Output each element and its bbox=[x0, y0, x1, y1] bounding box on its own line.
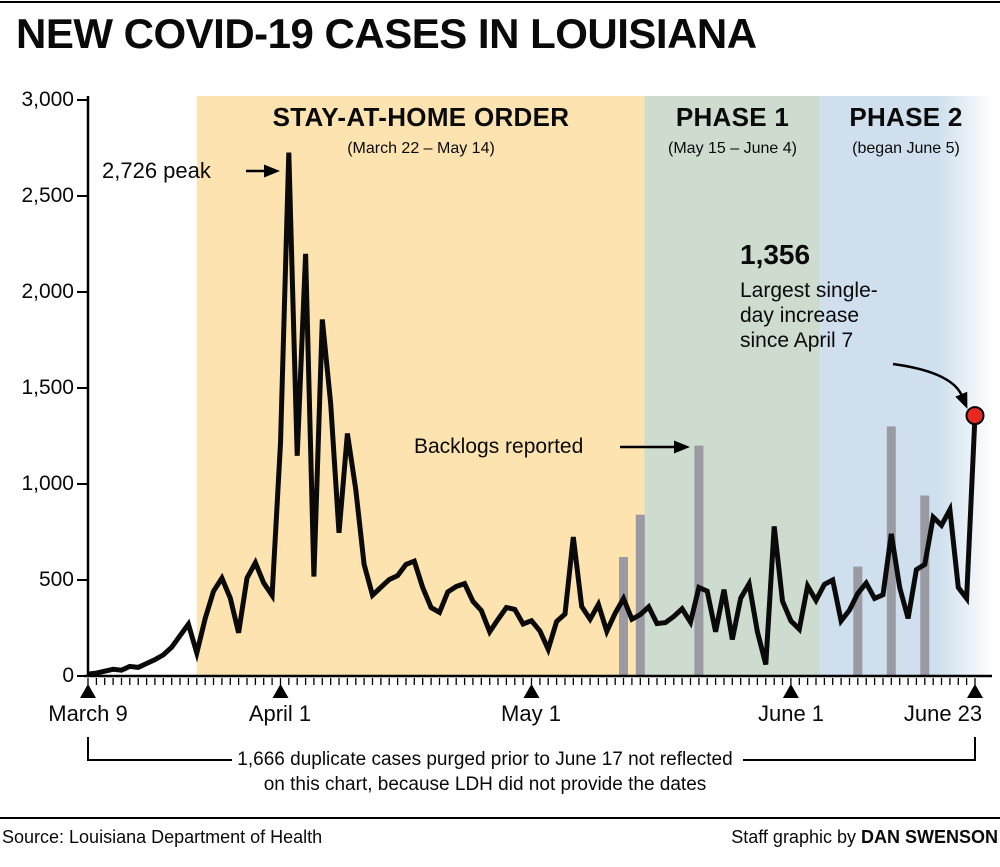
phase-band bbox=[644, 96, 821, 676]
source-credit: Source: Louisiana Department of Health bbox=[2, 827, 323, 847]
peak-annotation: 2,726 peak bbox=[102, 158, 211, 183]
footnote-line: 1,666 duplicate cases purged prior to Ju… bbox=[237, 749, 733, 770]
x-tick-label: June 23 bbox=[903, 701, 983, 726]
backlog-bar bbox=[920, 495, 930, 676]
backlog-bar bbox=[619, 557, 628, 676]
region-title: PHASE 2 bbox=[849, 102, 963, 132]
footnote-line: on this chart, because LDH did not provi… bbox=[263, 774, 707, 795]
backlog-bar bbox=[635, 514, 645, 676]
page-title: NEW COVID-19 CASES IN LOUISIANA bbox=[16, 10, 757, 57]
y-tick-label: 0 bbox=[62, 664, 74, 687]
staff-credit-name: DAN SWENSON bbox=[860, 827, 998, 847]
footnote-bracket-right bbox=[743, 737, 976, 761]
final-value-annotation: 1,356 bbox=[740, 239, 811, 270]
x-tick-triangle bbox=[272, 684, 289, 698]
x-tick-triangle bbox=[80, 684, 96, 698]
backlog-bar bbox=[853, 566, 863, 676]
backlog-annotation: Backlogs reported bbox=[414, 435, 584, 458]
y-tick-label: 2,000 bbox=[21, 280, 74, 303]
highlight-dot bbox=[965, 406, 985, 426]
region-title: STAY-AT-HOME ORDER bbox=[272, 102, 570, 132]
final-note-annotation: Largest single- day increase since April… bbox=[740, 278, 878, 353]
x-tick-label: March 9 bbox=[48, 701, 128, 726]
final-note-line: since April 7 bbox=[740, 329, 854, 352]
x-tick-label: May 1 bbox=[501, 701, 561, 726]
region-label-stay-at-home: STAY-AT-HOME ORDER (March 22 – May 14) bbox=[197, 102, 645, 158]
region-label-phase-1: PHASE 1 (May 15 – June 4) bbox=[645, 102, 820, 158]
backlog-bar bbox=[694, 445, 704, 676]
x-tick-triangle bbox=[782, 684, 799, 698]
region-title: PHASE 1 bbox=[675, 102, 790, 132]
y-tick-label: 1,000 bbox=[21, 472, 74, 495]
final-note-line: day increase bbox=[740, 304, 860, 327]
footnote: 1,666 duplicate cases purged prior to Ju… bbox=[85, 747, 885, 797]
final-arrow bbox=[892, 362, 968, 409]
staff-credit-prefix: Staff graphic by bbox=[731, 827, 861, 847]
region-label-phase-2: PHASE 2 (began June 5) bbox=[820, 102, 992, 158]
y-tick-label: 1,500 bbox=[21, 376, 74, 399]
footnote-bracket-left bbox=[87, 737, 232, 761]
region-sublabel: (May 15 – June 4) bbox=[668, 140, 797, 157]
x-tick-triangle bbox=[523, 684, 540, 698]
y-tick-label: 500 bbox=[38, 568, 74, 591]
x-tick-label: April 1 bbox=[248, 701, 312, 726]
x-tick-label: June 1 bbox=[757, 701, 825, 726]
y-tick-label: 2,500 bbox=[21, 184, 74, 207]
y-tick-label: 3,000 bbox=[21, 88, 74, 111]
staff-credit: Staff graphic by DAN SWENSON bbox=[731, 827, 998, 848]
region-sublabel: (March 22 – May 14) bbox=[347, 140, 495, 157]
final-note-line: Largest single- bbox=[740, 279, 878, 302]
cases-line bbox=[87, 152, 978, 677]
region-sublabel: (began June 5) bbox=[852, 140, 960, 157]
x-tick-triangle bbox=[967, 684, 983, 698]
